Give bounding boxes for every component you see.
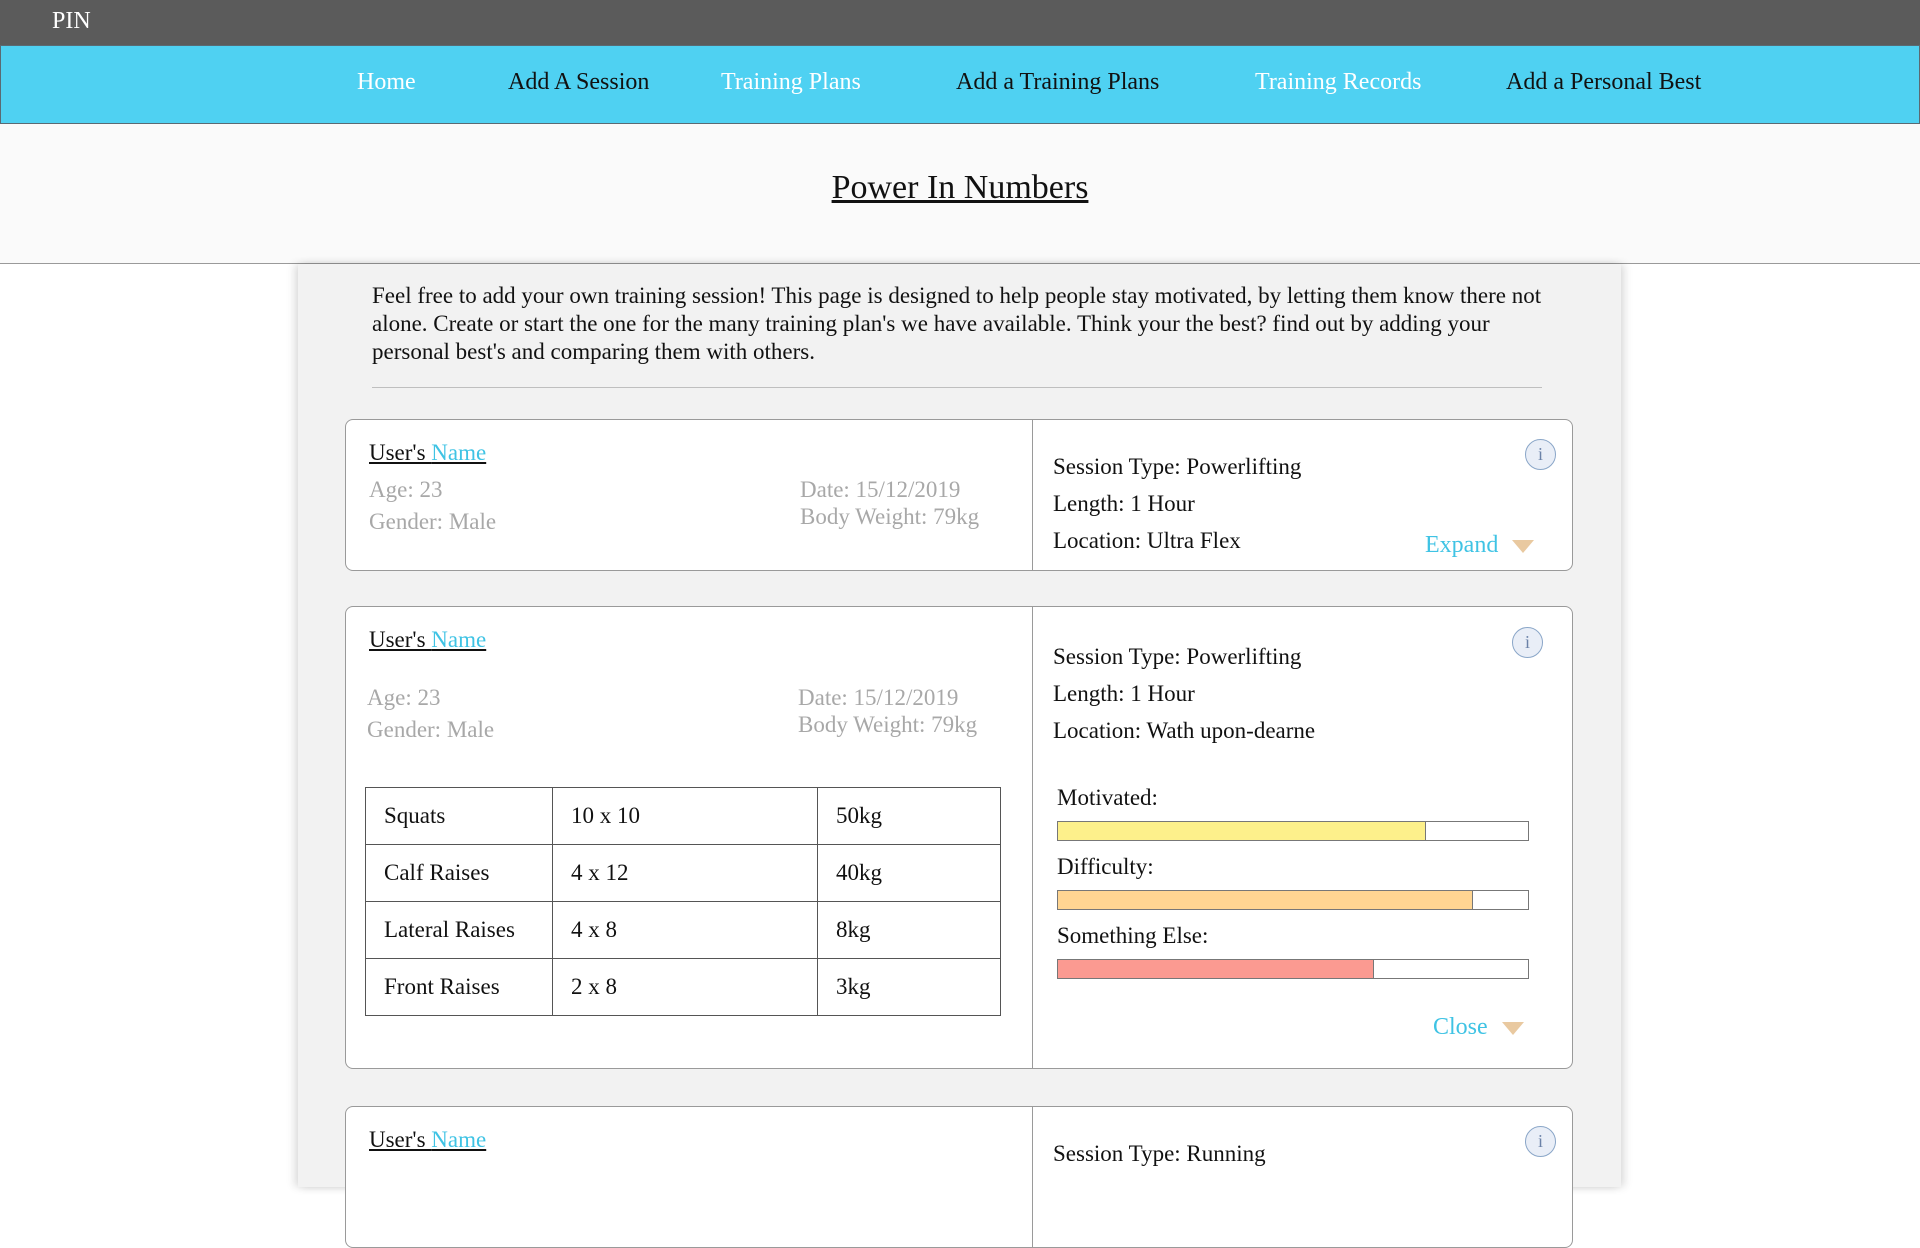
- user-name-link[interactable]: User's Name: [369, 627, 486, 653]
- rating-label-motivated: Motivated:: [1057, 785, 1158, 810]
- user-age: Age: 23: [369, 477, 443, 502]
- rating-bar-difficulty: [1057, 890, 1529, 910]
- page-header: Power In Numbers: [0, 124, 1920, 264]
- body-weight: Body Weight: 79kg: [798, 712, 978, 737]
- session-date: Date: 15/12/2019: [798, 685, 959, 710]
- nav-home[interactable]: Home: [357, 69, 416, 95]
- user-age: Age: 23: [367, 685, 441, 710]
- caret-down-icon: [1512, 539, 1535, 553]
- intro-text: Feel free to add your own training sessi…: [372, 283, 1542, 364]
- nav-add-training-plans[interactable]: Add a Training Plans: [956, 69, 1160, 95]
- exercise-weight: 3kg: [817, 958, 1001, 1016]
- expand-label: Expand: [1425, 532, 1499, 558]
- page-title: Power In Numbers: [831, 169, 1089, 206]
- top-bar: PIN: [0, 0, 1920, 45]
- session-card-user-panel: User's Name Age: 23 Gender: Male Date: 1…: [346, 607, 1033, 1068]
- session-card: User's Name Age: 23 Gender: Male Date: 1…: [345, 606, 1573, 1069]
- rating-fill: [1058, 891, 1473, 909]
- session-type: Session Type: Powerlifting: [1053, 454, 1302, 479]
- close-button[interactable]: Close: [1433, 1014, 1524, 1041]
- user-name-prefix: User's: [369, 440, 432, 465]
- user-name-prefix: User's: [369, 627, 432, 652]
- session-location: Location: Ultra Flex: [1053, 528, 1241, 553]
- divider: [372, 387, 1542, 388]
- session-length: Length: 1 Hour: [1053, 681, 1195, 706]
- session-type: Session Type: Running: [1053, 1141, 1266, 1166]
- user-gender: Gender: Male: [369, 509, 497, 534]
- user-name[interactable]: Name: [431, 440, 487, 465]
- table-row: Front Raises 2 x 8 3kg: [365, 958, 1001, 1016]
- rating-fill: [1058, 822, 1426, 840]
- user-name[interactable]: Name: [431, 1127, 487, 1152]
- session-card-details-panel: Session Type: Powerlifting Length: 1 Hou…: [1033, 607, 1572, 1068]
- brand-logo-text[interactable]: PIN: [52, 8, 91, 34]
- exercise-sets: 2 x 8: [552, 958, 818, 1016]
- session-type: Session Type: Powerlifting: [1053, 644, 1302, 669]
- exercise-table: Squats 10 x 10 50kg Calf Raises 4 x 12 4…: [365, 787, 1001, 1016]
- rating-label-something-else: Something Else:: [1057, 923, 1209, 948]
- exercise-sets: 4 x 12: [552, 844, 818, 902]
- exercise-name: Calf Raises: [365, 844, 553, 902]
- session-card-user-panel: User's Name Age: 23 Gender: Male Date: 1…: [346, 420, 1033, 570]
- info-icon[interactable]: i: [1512, 627, 1543, 658]
- exercise-name: Lateral Raises: [365, 901, 553, 959]
- main-content: Feel free to add your own training sessi…: [298, 264, 1621, 1248]
- user-name-prefix: User's: [369, 1127, 432, 1152]
- session-card-user-panel: User's Name: [346, 1107, 1033, 1247]
- nav-add-personal-best[interactable]: Add a Personal Best: [1506, 69, 1702, 95]
- user-gender: Gender: Male: [367, 717, 495, 742]
- session-card: User's Name Session Type: Running i: [345, 1106, 1573, 1248]
- main-navigation: Home Add A Session Training Plans Add a …: [0, 45, 1920, 124]
- session-length: Length: 1 Hour: [1053, 491, 1195, 516]
- table-row: Calf Raises 4 x 12 40kg: [365, 844, 1001, 902]
- session-card: User's Name Age: 23 Gender: Male Date: 1…: [345, 419, 1573, 571]
- caret-down-icon: [1501, 1021, 1524, 1035]
- session-location: Location: Wath upon-dearne: [1053, 718, 1316, 743]
- expand-button[interactable]: Expand: [1425, 532, 1535, 559]
- rating-bar-something-else: [1057, 959, 1529, 979]
- info-icon[interactable]: i: [1525, 439, 1556, 470]
- rating-fill: [1058, 960, 1374, 978]
- table-row: Lateral Raises 4 x 8 8kg: [365, 901, 1001, 959]
- info-icon[interactable]: i: [1525, 1126, 1556, 1157]
- rating-bar-motivated: [1057, 821, 1529, 841]
- exercise-weight: 8kg: [817, 901, 1001, 959]
- close-label: Close: [1433, 1014, 1488, 1040]
- exercise-weight: 40kg: [817, 844, 1001, 902]
- session-date: Date: 15/12/2019: [800, 477, 961, 502]
- exercise-name: Front Raises: [365, 958, 553, 1016]
- session-card-details-panel: Session Type: Powerlifting Length: 1 Hou…: [1033, 420, 1572, 570]
- exercise-sets: 4 x 8: [552, 901, 818, 959]
- table-row: Squats 10 x 10 50kg: [365, 787, 1001, 845]
- user-name-link[interactable]: User's Name: [369, 440, 486, 466]
- session-card-details-panel: Session Type: Running i: [1033, 1107, 1572, 1247]
- user-name-link[interactable]: User's Name: [369, 1127, 486, 1153]
- rating-label-difficulty: Difficulty:: [1057, 854, 1154, 879]
- nav-training-records[interactable]: Training Records: [1255, 69, 1422, 95]
- user-name[interactable]: Name: [431, 627, 487, 652]
- nav-add-session[interactable]: Add A Session: [508, 69, 650, 95]
- exercise-name: Squats: [365, 787, 553, 845]
- exercise-weight: 50kg: [817, 787, 1001, 845]
- exercise-sets: 10 x 10: [552, 787, 818, 845]
- nav-training-plans[interactable]: Training Plans: [721, 69, 861, 95]
- body-weight: Body Weight: 79kg: [800, 504, 980, 529]
